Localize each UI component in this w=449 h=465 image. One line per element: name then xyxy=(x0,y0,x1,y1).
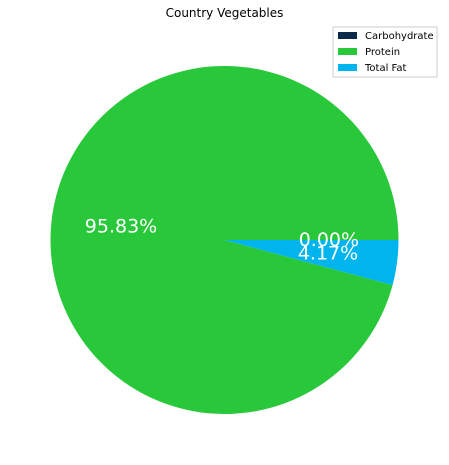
pct-label-carbohydrate: 0.00% xyxy=(299,229,359,251)
pie-slices xyxy=(50,65,399,414)
pie-slice-protein xyxy=(50,65,399,414)
legend-label-total-fat: Total Fat xyxy=(364,63,406,74)
legend-swatch-protein xyxy=(338,48,357,55)
legend-swatch-carbohydrate xyxy=(338,32,357,39)
chart-title: Country Vegetables xyxy=(166,6,284,20)
pct-label-total-fat: 4.17% xyxy=(298,243,358,265)
pie-slice-total-fat xyxy=(224,240,399,286)
legend-label-protein: Protein xyxy=(365,47,400,58)
legend-swatch-total-fat xyxy=(338,64,357,71)
pie-percent-labels: 0.00% 95.83% 4.17% xyxy=(85,215,359,264)
legend: Carbohydrate Protein Total Fat xyxy=(332,26,438,78)
legend-label-carbohydrate: Carbohydrate xyxy=(365,31,434,42)
pct-label-protein: 95.83% xyxy=(85,215,157,237)
